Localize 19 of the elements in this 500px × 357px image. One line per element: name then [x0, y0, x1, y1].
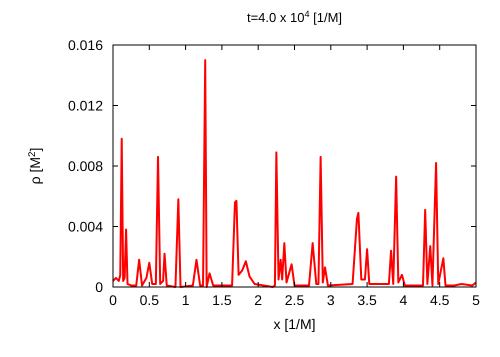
x-tick-label: 3	[326, 292, 335, 308]
y-tick-label: 0.008	[68, 158, 104, 174]
x-tick-label: 5	[472, 292, 480, 308]
y-tick-label: 0.012	[68, 98, 104, 114]
x-tick-label: 2.5	[284, 292, 304, 308]
x-tick-label: 0	[109, 292, 118, 308]
x-tick-label: 1.5	[212, 292, 232, 308]
x-tick-label: 3.5	[357, 292, 378, 308]
x-tick-label: 4.5	[430, 292, 450, 308]
y-tick-label: 0.004	[68, 218, 104, 234]
y-tick-label: 0.016	[68, 37, 104, 53]
x-axis-title: x [1/M]	[273, 316, 316, 332]
line-series	[112, 59, 477, 288]
x-tick-label: 2	[254, 292, 262, 308]
y-tick-label: 0	[95, 279, 104, 295]
chart-title: t=4.0 x 10$^{4}$ [1/M]	[246, 9, 342, 25]
x-tick-label: 0.5	[140, 292, 160, 308]
x-tick-label: 1	[182, 292, 190, 308]
x-tick-label: 4	[400, 292, 408, 308]
